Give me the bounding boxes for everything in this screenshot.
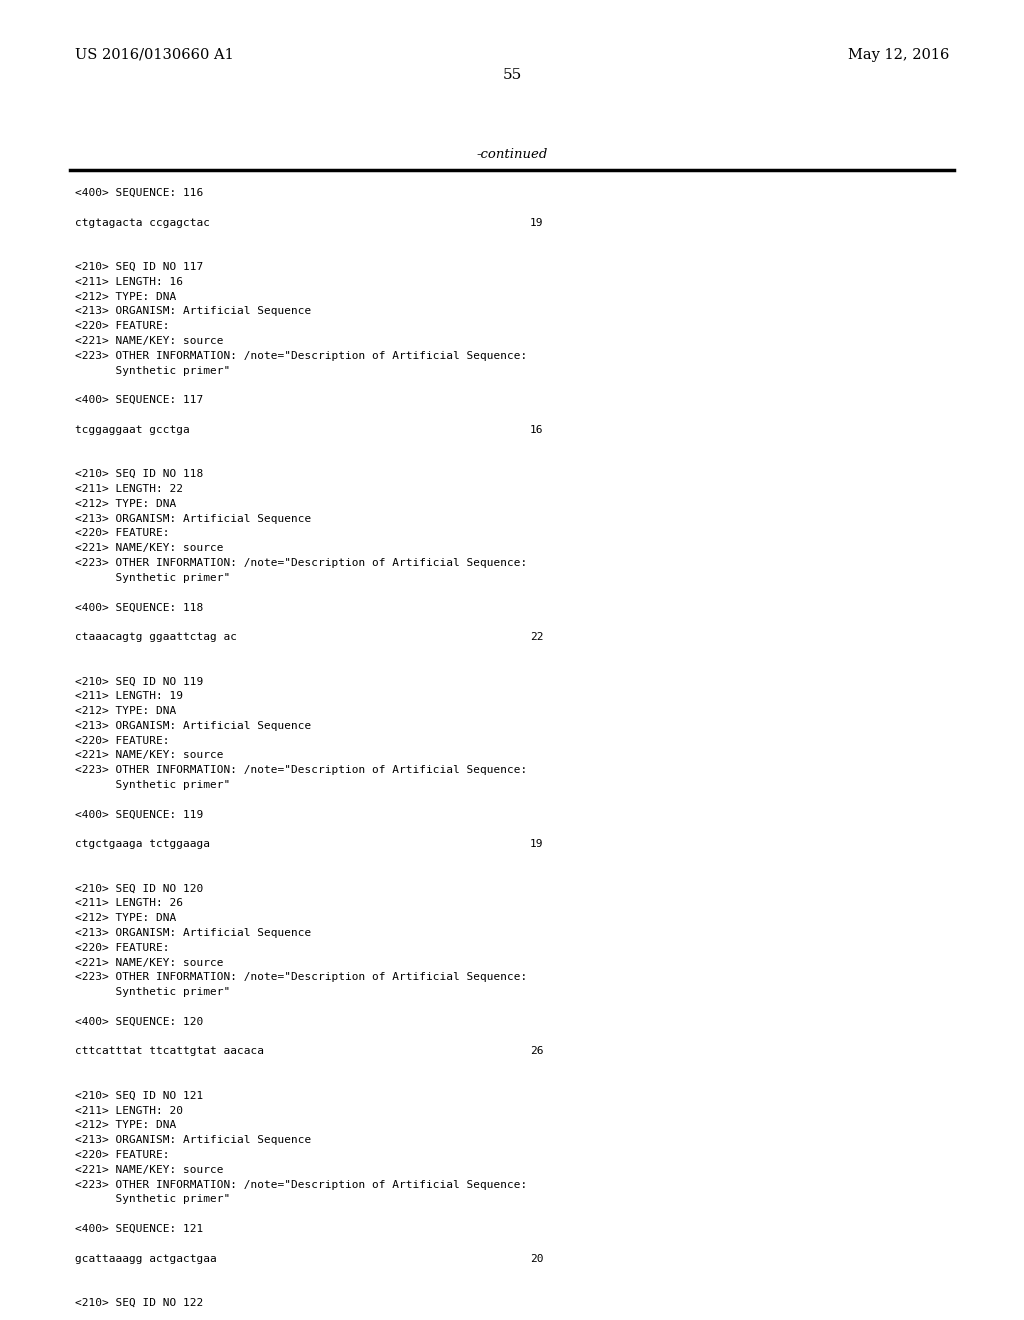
Text: US 2016/0130660 A1: US 2016/0130660 A1 [75,48,233,62]
Text: <400> SEQUENCE: 116: <400> SEQUENCE: 116 [75,187,203,198]
Text: <400> SEQUENCE: 117: <400> SEQUENCE: 117 [75,395,203,405]
Text: <400> SEQUENCE: 118: <400> SEQUENCE: 118 [75,602,203,612]
Text: <211> LENGTH: 22: <211> LENGTH: 22 [75,484,183,494]
Text: <211> LENGTH: 26: <211> LENGTH: 26 [75,899,183,908]
Text: <220> FEATURE:: <220> FEATURE: [75,735,170,746]
Text: 55: 55 [503,69,521,82]
Text: <211> LENGTH: 19: <211> LENGTH: 19 [75,692,183,701]
Text: <400> SEQUENCE: 119: <400> SEQUENCE: 119 [75,809,203,820]
Text: <210> SEQ ID NO 119: <210> SEQ ID NO 119 [75,676,203,686]
Text: <213> ORGANISM: Artificial Sequence: <213> ORGANISM: Artificial Sequence [75,513,311,524]
Text: <223> OTHER INFORMATION: /note="Description of Artificial Sequence:: <223> OTHER INFORMATION: /note="Descript… [75,351,527,360]
Text: ctgtagacta ccgagctac: ctgtagacta ccgagctac [75,218,210,227]
Text: 19: 19 [530,840,544,849]
Text: Synthetic primer": Synthetic primer" [75,987,230,997]
Text: <223> OTHER INFORMATION: /note="Description of Artificial Sequence:: <223> OTHER INFORMATION: /note="Descript… [75,558,527,568]
Text: <210> SEQ ID NO 122: <210> SEQ ID NO 122 [75,1298,203,1308]
Text: <212> TYPE: DNA: <212> TYPE: DNA [75,1121,176,1130]
Text: <211> LENGTH: 20: <211> LENGTH: 20 [75,1106,183,1115]
Text: cttcatttat ttcattgtat aacaca: cttcatttat ttcattgtat aacaca [75,1047,264,1056]
Text: Synthetic primer": Synthetic primer" [75,780,230,789]
Text: <210> SEQ ID NO 117: <210> SEQ ID NO 117 [75,261,203,272]
Text: May 12, 2016: May 12, 2016 [848,48,949,62]
Text: <223> OTHER INFORMATION: /note="Description of Artificial Sequence:: <223> OTHER INFORMATION: /note="Descript… [75,766,527,775]
Text: Synthetic primer": Synthetic primer" [75,1195,230,1204]
Text: Synthetic primer": Synthetic primer" [75,366,230,376]
Text: <212> TYPE: DNA: <212> TYPE: DNA [75,292,176,301]
Text: <223> OTHER INFORMATION: /note="Description of Artificial Sequence:: <223> OTHER INFORMATION: /note="Descript… [75,1180,527,1189]
Text: <212> TYPE: DNA: <212> TYPE: DNA [75,913,176,923]
Text: <221> NAME/KEY: source: <221> NAME/KEY: source [75,1164,223,1175]
Text: ctgctgaaga tctggaaga: ctgctgaaga tctggaaga [75,840,210,849]
Text: <210> SEQ ID NO 121: <210> SEQ ID NO 121 [75,1090,203,1101]
Text: <220> FEATURE:: <220> FEATURE: [75,1150,170,1160]
Text: <221> NAME/KEY: source: <221> NAME/KEY: source [75,750,223,760]
Text: <210> SEQ ID NO 118: <210> SEQ ID NO 118 [75,469,203,479]
Text: <212> TYPE: DNA: <212> TYPE: DNA [75,499,176,508]
Text: 20: 20 [530,1254,544,1263]
Text: Synthetic primer": Synthetic primer" [75,573,230,583]
Text: <213> ORGANISM: Artificial Sequence: <213> ORGANISM: Artificial Sequence [75,721,311,731]
Text: <213> ORGANISM: Artificial Sequence: <213> ORGANISM: Artificial Sequence [75,928,311,939]
Text: <220> FEATURE:: <220> FEATURE: [75,321,170,331]
Text: <211> LENGTH: 16: <211> LENGTH: 16 [75,277,183,286]
Text: <220> FEATURE:: <220> FEATURE: [75,942,170,953]
Text: tcggaggaat gcctga: tcggaggaat gcctga [75,425,189,434]
Text: <213> ORGANISM: Artificial Sequence: <213> ORGANISM: Artificial Sequence [75,1135,311,1146]
Text: 16: 16 [530,425,544,434]
Text: <223> OTHER INFORMATION: /note="Description of Artificial Sequence:: <223> OTHER INFORMATION: /note="Descript… [75,973,527,982]
Text: <221> NAME/KEY: source: <221> NAME/KEY: source [75,957,223,968]
Text: -continued: -continued [476,148,548,161]
Text: <221> NAME/KEY: source: <221> NAME/KEY: source [75,544,223,553]
Text: gcattaaagg actgactgaa: gcattaaagg actgactgaa [75,1254,217,1263]
Text: <400> SEQUENCE: 120: <400> SEQUENCE: 120 [75,1016,203,1027]
Text: 22: 22 [530,632,544,642]
Text: <213> ORGANISM: Artificial Sequence: <213> ORGANISM: Artificial Sequence [75,306,311,317]
Text: <221> NAME/KEY: source: <221> NAME/KEY: source [75,337,223,346]
Text: 26: 26 [530,1047,544,1056]
Text: 19: 19 [530,218,544,227]
Text: <400> SEQUENCE: 121: <400> SEQUENCE: 121 [75,1224,203,1234]
Text: ctaaacagtg ggaattctag ac: ctaaacagtg ggaattctag ac [75,632,237,642]
Text: <220> FEATURE:: <220> FEATURE: [75,528,170,539]
Text: <210> SEQ ID NO 120: <210> SEQ ID NO 120 [75,883,203,894]
Text: <212> TYPE: DNA: <212> TYPE: DNA [75,706,176,715]
